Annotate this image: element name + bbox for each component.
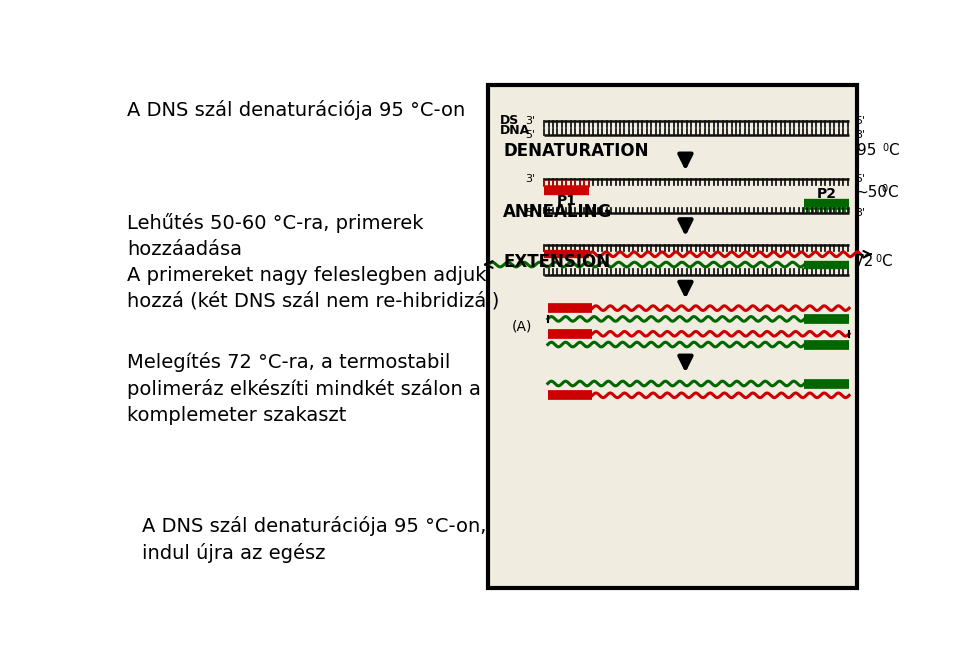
Text: 5': 5' [855, 174, 865, 184]
Text: 72: 72 [855, 254, 875, 270]
Text: 3': 3' [525, 174, 535, 184]
Text: 5': 5' [525, 208, 535, 218]
Text: C: C [889, 143, 900, 159]
Text: 3': 3' [855, 208, 865, 218]
Bar [489, 85, 856, 587]
Text: 5': 5' [525, 130, 535, 140]
Text: ~50: ~50 [855, 184, 887, 200]
Text: 0: 0 [881, 184, 887, 194]
Text: Melegítés 72 °C-ra, a termostabil
polimeráz elkészíti mindkét szálon a
komplemet: Melegítés 72 °C-ra, a termostabil polime… [128, 352, 481, 425]
Text: EXTENSION: EXTENSION [503, 253, 611, 271]
Text: C: C [881, 254, 892, 270]
Text: P2: P2 [817, 186, 837, 200]
Text: ANNEALING: ANNEALING [503, 203, 612, 221]
Text: 3': 3' [855, 130, 865, 140]
Text: DENATURATION: DENATURATION [503, 142, 649, 160]
Text: 95: 95 [856, 143, 876, 159]
Text: 0: 0 [882, 143, 889, 153]
Text: C: C [887, 184, 898, 200]
Text: P1: P1 [557, 194, 576, 208]
Text: A DNS szál denaturációja 95 °C-on,
indul újra az egész: A DNS szál denaturációja 95 °C-on, indul… [142, 515, 487, 563]
Text: DS: DS [499, 114, 518, 127]
Text: 5': 5' [855, 116, 865, 126]
Text: Lehűtés 50-60 °C-ra, primerek
hozzáadása
A primereket nagy feleslegben adjuk
hoz: Lehűtés 50-60 °C-ra, primerek hozzáadása… [128, 213, 500, 310]
Text: A DNS szál denaturációja 95 °C-on: A DNS szál denaturációja 95 °C-on [128, 101, 466, 121]
Text: DNA: DNA [499, 124, 530, 137]
Text: (A): (A) [512, 319, 532, 333]
Text: 3': 3' [525, 116, 535, 126]
Text: 0: 0 [876, 254, 881, 264]
